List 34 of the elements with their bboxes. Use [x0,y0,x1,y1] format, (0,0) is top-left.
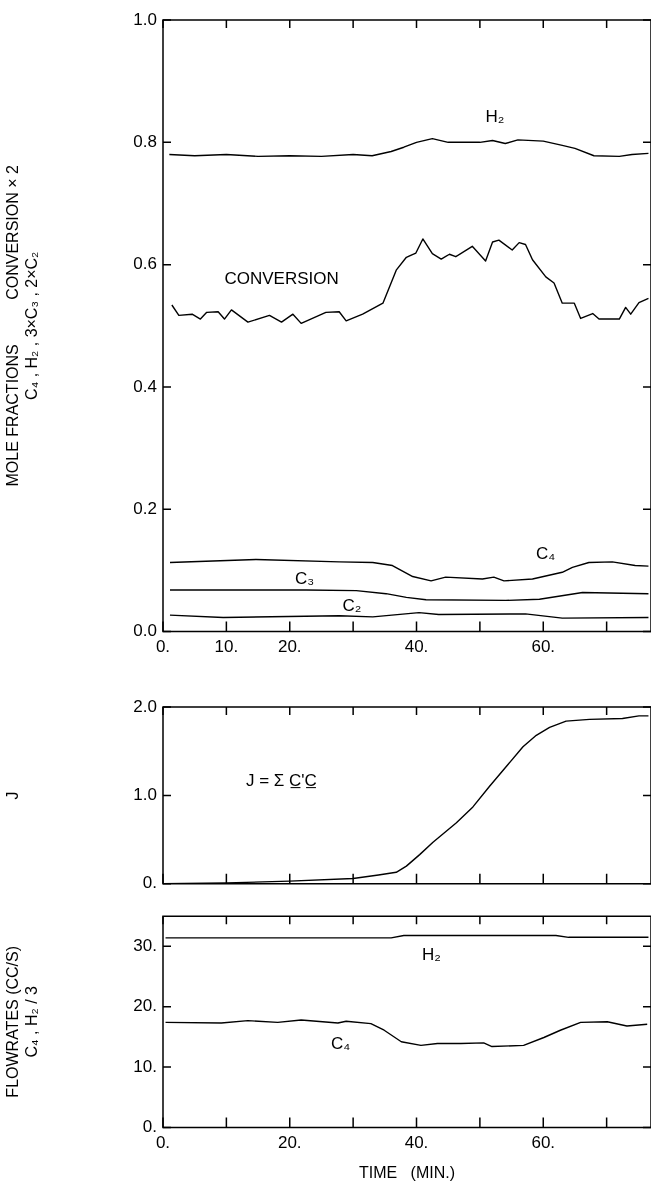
y-tick-label: 20. [133,996,157,1016]
y-tick-label: 10. [133,1056,157,1076]
series-label: C₄ [331,1034,351,1054]
x-tick-label: 0. [155,1133,171,1153]
y-tick-label: 30. [133,936,157,956]
y-axis-title: J [4,791,22,800]
x-tick-label: 10. [214,637,239,657]
y-tick-label: 1.0 [133,9,157,29]
y-tick-label: 2.0 [133,696,157,716]
x-tick-label: 60. [531,637,556,657]
x-axis-title: TIME (MIN.) [359,1163,455,1181]
y-axis-title: MOLE FRACTIONS CONVERSION × 2 C₄ , H₂ , 3×C₃ , 2×C₂ [4,165,41,487]
x-tick-label: 40. [404,637,429,657]
y-tick-label: 0.8 [133,132,157,152]
y-tick-label: 0. [142,873,157,893]
x-tick-label: 40. [404,1133,429,1153]
y-tick-label: 0.2 [133,498,157,518]
y-tick-label: 0.0 [133,621,157,641]
x-tick-label: 20. [277,637,302,657]
series-label: H₂ [485,106,505,126]
annotation: J = Σ C̲'C̲ [245,770,317,790]
y-tick-label: 0.4 [133,376,157,396]
x-tick-label: 0. [155,637,171,657]
series-label: C₂ [342,595,362,615]
y-tick-label: 0. [142,1117,157,1137]
series-label: C₃ [294,568,315,588]
x-tick-label: 20. [277,1133,302,1153]
series-label: H₂ [421,945,441,965]
y-axis-title: FLOWRATES (CC/S) C₄ , H₂ / 3 [4,945,41,1098]
y-tick-label: 0.6 [133,254,157,274]
series-label: CONVERSION [224,268,339,288]
x-tick-label: 60. [531,1133,556,1153]
series-label: C₄ [535,543,556,563]
y-tick-label: 1.0 [133,785,157,805]
